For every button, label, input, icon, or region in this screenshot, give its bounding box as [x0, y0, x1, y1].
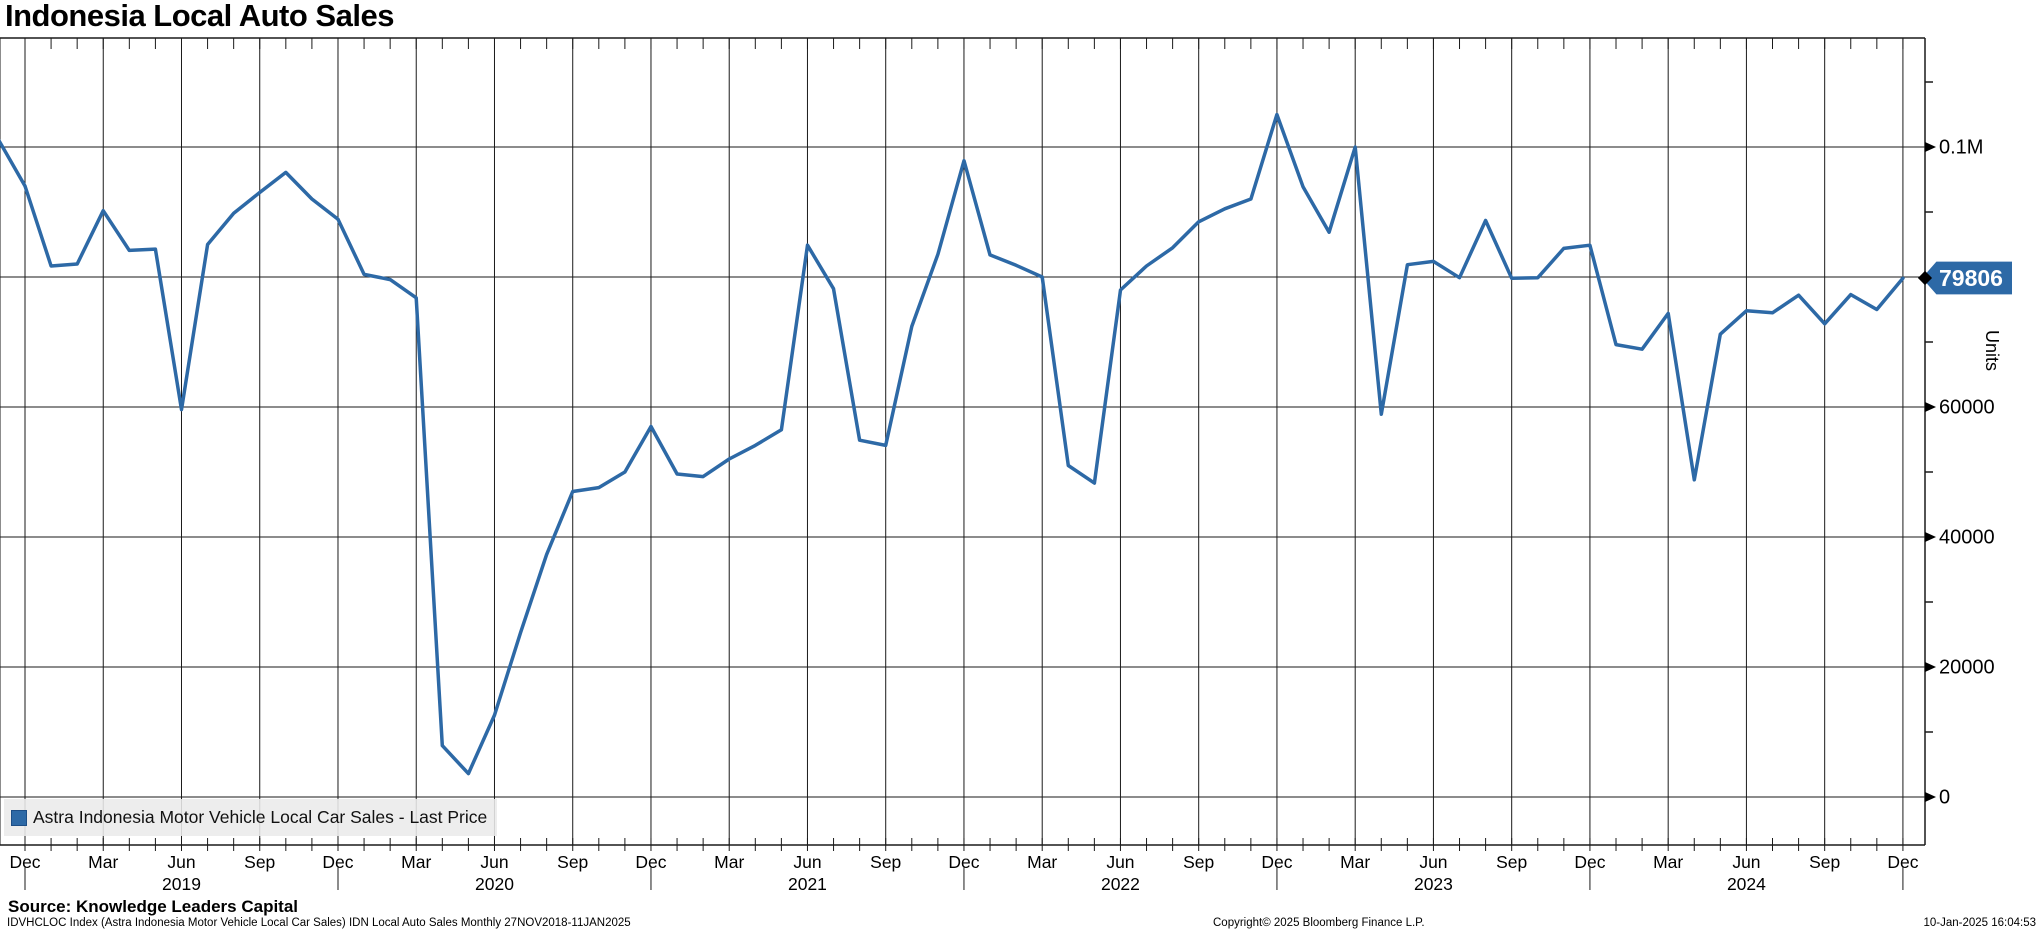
x-year-label: 2019 [162, 874, 201, 894]
x-tick-label: Jun [167, 852, 195, 872]
x-tick-label: Dec [1261, 852, 1292, 872]
x-year-label: 2023 [1414, 874, 1453, 894]
x-tick-label: Mar [401, 852, 431, 872]
legend-swatch [11, 809, 27, 826]
x-tick-label: Mar [714, 852, 744, 872]
legend-item-sales[interactable]: Astra Indonesia Motor Vehicle Local Car … [4, 799, 498, 836]
x-tick-label: Jun [793, 852, 821, 872]
x-tick-label: Dec [1574, 852, 1605, 872]
y-axis-title: Units [1982, 330, 2002, 372]
x-tick-label: Jun [1732, 852, 1760, 872]
x-year-label: 2024 [1727, 874, 1766, 894]
timestamp: 10-Jan-2025 16:04:53 [1923, 917, 2036, 929]
source-note: Source: Knowledge Leaders Capital [8, 897, 299, 916]
x-tick-label: Sep [1496, 852, 1527, 872]
x-tick-label: Sep [1809, 852, 1840, 872]
x-tick-label: Dec [9, 852, 40, 872]
x-year-label: 2021 [788, 874, 827, 894]
legend-label: Astra Indonesia Motor Vehicle Local Car … [33, 807, 488, 827]
copyright-note: Copyright© 2025 Bloomberg Finance L.P. [1213, 917, 1425, 929]
y-tick-arrow [1925, 661, 1936, 672]
x-tick-label: Dec [1887, 852, 1918, 872]
y-tick-arrow [1925, 142, 1936, 153]
y-tick-label: 0.1M [1939, 137, 1983, 159]
y-tick-arrow [1925, 532, 1936, 543]
x-tick-label: Mar [1027, 852, 1057, 872]
y-tick-arrow [1925, 402, 1936, 413]
x-tick-label: Jun [480, 852, 508, 872]
x-tick-label: Mar [1653, 852, 1683, 872]
x-tick-label: Dec [635, 852, 666, 872]
y-tick-label: 60000 [1939, 397, 1995, 419]
x-tick-label: Sep [244, 852, 275, 872]
x-year-label: 2020 [475, 874, 514, 894]
last-price-badge: 79806 [1922, 261, 2012, 295]
ticker-description: IDVHCLOC Index (Astra Indonesia Motor Ve… [7, 917, 631, 929]
x-year-label: 2022 [1101, 874, 1140, 894]
y-tick-label: 40000 [1939, 527, 1995, 549]
x-tick-label: Mar [88, 852, 118, 872]
sales-line[interactable] [0, 112, 1905, 776]
x-tick-label: Jun [1419, 852, 1447, 872]
y-tick-label: 20000 [1939, 656, 1995, 678]
page-title: Indonesia Local Auto Sales [5, 0, 394, 33]
x-tick-label: Dec [948, 852, 979, 872]
x-tick-label: Jun [1106, 852, 1134, 872]
x-tick-label: Sep [870, 852, 901, 872]
x-tick-label: Sep [1183, 852, 1214, 872]
x-tick-label: Sep [557, 852, 588, 872]
x-tick-label: Mar [1340, 852, 1370, 872]
x-tick-label: Dec [322, 852, 353, 872]
y-tick-label: 0 [1939, 786, 1950, 808]
y-tick-arrow [1925, 791, 1936, 802]
